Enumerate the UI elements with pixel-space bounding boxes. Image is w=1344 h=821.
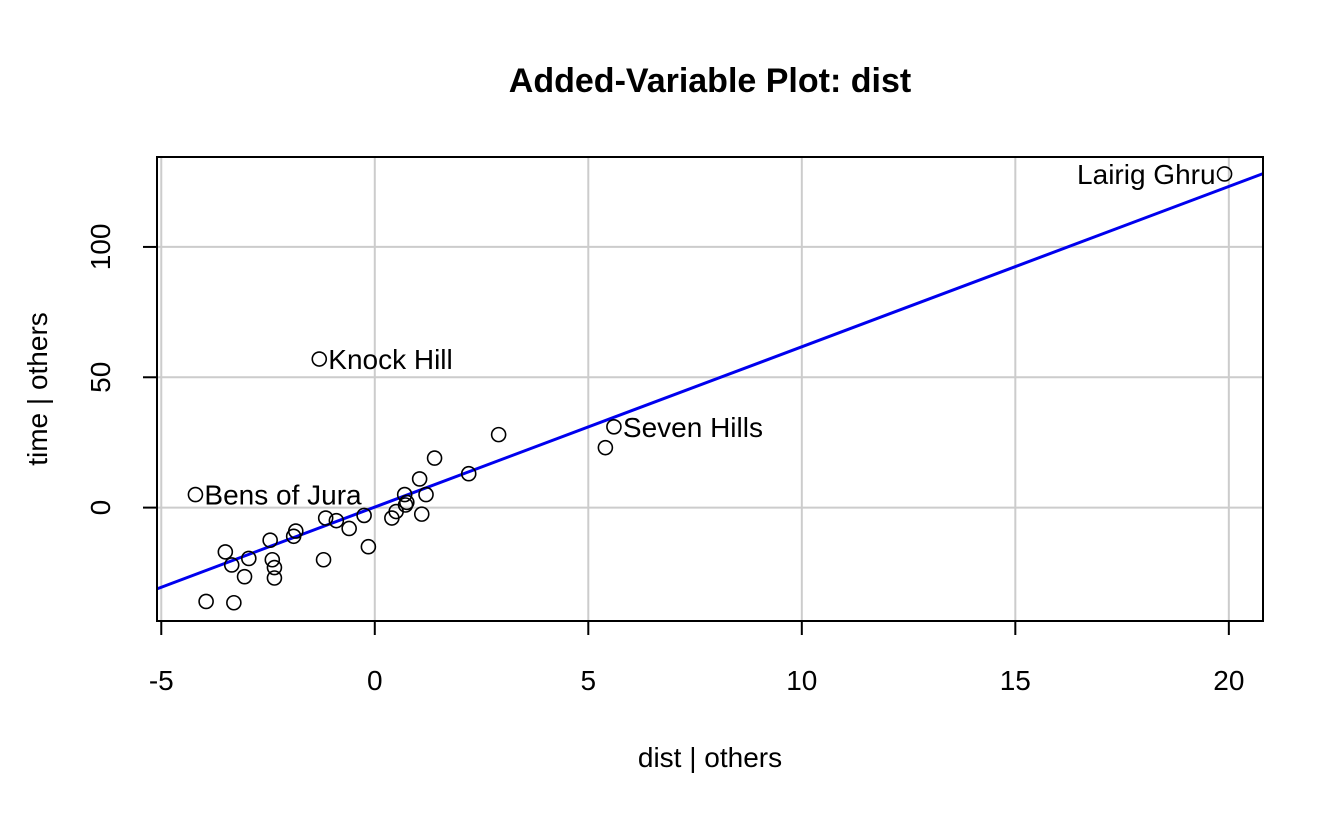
data-point-17 [360,538,377,555]
grid-layer [157,157,1263,621]
data-point-19 [328,512,345,529]
data-point-15 [384,510,400,526]
data-point-7 [426,450,443,466]
point-labels-layer: Lairig Ghru Knock Hill Seven Hills Bens of … [204,159,1215,511]
x-tick-label-2: 5 [581,665,597,696]
x-tick-label-1: 0 [367,665,383,696]
y-tick-label-2: 100 [85,224,116,271]
data-point-0 [1216,166,1233,182]
x-tick-label-5: 20 [1213,665,1244,696]
data-point-27 [266,570,283,586]
y-axis-label: time | others [22,312,53,466]
point-label-2: Seven Hills [623,412,763,443]
point-label-0: Lairig Ghru [1077,159,1216,190]
y-tick-label-1: 50 [85,362,116,393]
fit-line-layer [156,172,1264,591]
data-point-5 [490,426,507,443]
data-point-32 [226,594,242,611]
y-axis: 0 50 100 [85,224,158,516]
x-axis: -5 0 5 10 15 20 [149,620,1244,696]
data-point-30 [223,557,240,573]
plot-frame [156,156,1264,622]
data-point-25 [264,551,281,568]
data-point-20 [317,510,334,526]
data-point-11 [396,486,413,503]
point-label-3: Bens of Jura [204,480,362,511]
data-point-26 [266,559,283,576]
data-point-23 [285,528,302,545]
data-point-24 [262,532,278,548]
data-point-16 [356,507,372,524]
data-point-1 [311,351,328,367]
data-point-18 [341,520,357,537]
x-tick-label-4: 15 [1000,665,1031,696]
data-point-33 [198,593,214,610]
data-point-3 [187,486,204,503]
x-tick-label-3: 10 [786,665,817,696]
chart-title: Added-Variable Plot: dist [509,62,911,100]
points-layer [187,166,1233,611]
data-point-29 [236,568,253,585]
data-point-10 [413,506,430,522]
data-point-31 [217,544,234,560]
x-tick-label-0: -5 [149,665,174,696]
regression-line [156,172,1264,591]
data-point-21 [315,551,332,568]
y-tick-label-0: 0 [85,500,116,516]
data-point-6 [460,465,477,482]
data-point-4 [597,439,614,456]
data-point-9 [418,486,434,503]
data-point-8 [411,471,428,487]
x-axis-label: dist | others [638,742,782,773]
data-point-28 [241,550,257,567]
point-label-1: Knock Hill [328,344,452,375]
data-point-2 [606,418,622,435]
